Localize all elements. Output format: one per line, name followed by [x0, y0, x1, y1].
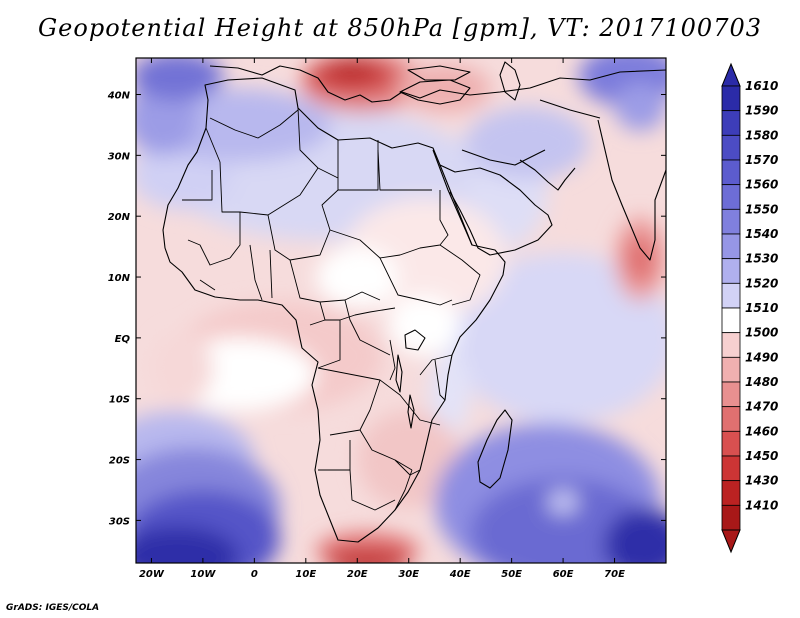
colorbar-swatch	[721, 430, 741, 457]
height-field	[136, 58, 666, 563]
coastlines-and-borders	[162, 61, 666, 543]
colorbar-label: 1510	[745, 301, 778, 315]
lake-victoria	[404, 329, 426, 351]
lat-tick-label: 40N	[107, 91, 131, 102]
colorbar-swatch	[721, 406, 741, 432]
colorbar-swatch	[721, 356, 741, 383]
height-field-patch	[624, 234, 656, 284]
colorbar-label: 1570	[745, 153, 778, 167]
lat-tick-label: 10N	[108, 273, 131, 284]
persian-gulf	[519, 159, 576, 191]
colorbar: 1610 1590 1580 1570 1560 1550 1540 1530 1520 1510…	[721, 62, 778, 554]
colorbar-max-arrow	[721, 62, 741, 87]
lat-tick-label: 20N	[108, 212, 131, 223]
plot-frame	[135, 57, 667, 564]
lake-tanganyika	[395, 354, 403, 393]
arabia-border	[461, 149, 546, 166]
turkey-coastline	[399, 79, 471, 105]
lat-tick-label: 20S	[109, 456, 130, 467]
colorbar-swatch	[721, 208, 741, 235]
country-borders	[182, 107, 481, 511]
height-field-patch	[429, 350, 471, 436]
colorbar-label: 1430	[745, 474, 778, 488]
lon-tick-label: 60E	[553, 569, 574, 580]
colorbar-label: 1610	[745, 79, 778, 93]
colorbar-swatch	[721, 110, 741, 136]
colorbar-swatch	[721, 282, 741, 309]
height-field-patch	[316, 246, 399, 308]
colorbar-swatch	[721, 307, 741, 334]
height-field-patch	[136, 58, 224, 101]
lon-tick-label: 70E	[604, 569, 625, 580]
iran-border	[539, 99, 601, 119]
colorbar-swatch	[721, 85, 741, 112]
lon-tick-label: 50E	[501, 569, 522, 580]
colorbar-label: 1480	[745, 375, 778, 389]
height-field-patch	[614, 82, 666, 132]
colorbar-swatch	[721, 233, 741, 260]
grads-credit: GrADS: IGES/COLA	[6, 603, 100, 613]
colorbar-label: 1590	[745, 104, 778, 118]
lat-tick-label: 30N	[108, 151, 131, 162]
colorbar-label: 1410	[745, 498, 778, 512]
colorbar-label: 1560	[745, 178, 778, 192]
colorbar-label: 1530	[745, 252, 778, 266]
lon-tick-label: 20E	[347, 569, 368, 580]
lon-tick-label: 30E	[398, 569, 419, 580]
lat-tick-label: 30S	[109, 516, 130, 527]
colorbar-label: 1550	[745, 202, 778, 216]
arabia-coastline	[439, 164, 553, 256]
height-field-patch	[151, 331, 214, 405]
lon-tick-label: 10W	[190, 569, 216, 580]
colorbar-swatch	[721, 504, 741, 531]
height-field-patch	[326, 58, 378, 83]
colorbar-label: 1470	[745, 400, 778, 414]
colorbar-label: 1450	[745, 449, 778, 463]
colorbar-swatch	[721, 184, 741, 210]
height-field-patch	[136, 82, 198, 156]
latitude-axis: 40N 30N 20N 10N EQ 10S 20S 30S	[107, 91, 666, 527]
lon-tick-label: 40E	[449, 569, 471, 580]
colorbar-swatch	[721, 332, 741, 358]
caspian-sea	[499, 61, 521, 101]
height-field-patch	[388, 295, 461, 357]
lon-tick-label: 20W	[139, 569, 165, 580]
madagascar-coastline	[477, 409, 513, 489]
height-field-patch	[136, 526, 239, 563]
colorbar-swatch	[721, 134, 741, 161]
colorbar-label: 1490	[745, 350, 778, 364]
map-title: Geopotential Height at 850hPa [gpm], VT:…	[38, 14, 762, 42]
colorbar-swatch	[721, 381, 741, 408]
height-field-patch	[604, 508, 666, 563]
india-coastline	[597, 119, 666, 261]
colorbar-swatch	[721, 159, 741, 186]
height-field-patch	[547, 489, 579, 515]
colorbar-swatch	[721, 455, 741, 482]
height-field-patch	[326, 550, 409, 563]
black-sea	[407, 65, 471, 81]
colorbar-label: 1460	[745, 424, 778, 438]
lat-tick-label: EQ	[115, 334, 131, 345]
lon-tick-label: 0	[251, 569, 258, 580]
lat-tick-label: 10S	[109, 395, 130, 406]
colorbar-swatch	[721, 480, 741, 506]
colorbar-label: 1500	[745, 326, 778, 340]
red-sea-west	[432, 149, 473, 246]
longitude-axis: 20W 10W 0 10E 20E 30E 40E 50E 60E 70E	[139, 58, 625, 580]
colorbar-label: 1520	[745, 276, 778, 290]
height-field-patch	[449, 252, 666, 424]
height-field-patch	[357, 410, 461, 509]
height-field-patch	[316, 532, 419, 563]
lon-tick-label: 10E	[295, 569, 316, 580]
europe-coastline	[209, 65, 666, 103]
height-field-patch	[398, 64, 492, 113]
colorbar-label: 1540	[745, 227, 778, 241]
colorbar-min-arrow	[721, 529, 741, 554]
colorbar-swatch	[721, 258, 741, 284]
colorbar-label: 1580	[745, 128, 778, 142]
height-field-patch	[465, 106, 589, 180]
